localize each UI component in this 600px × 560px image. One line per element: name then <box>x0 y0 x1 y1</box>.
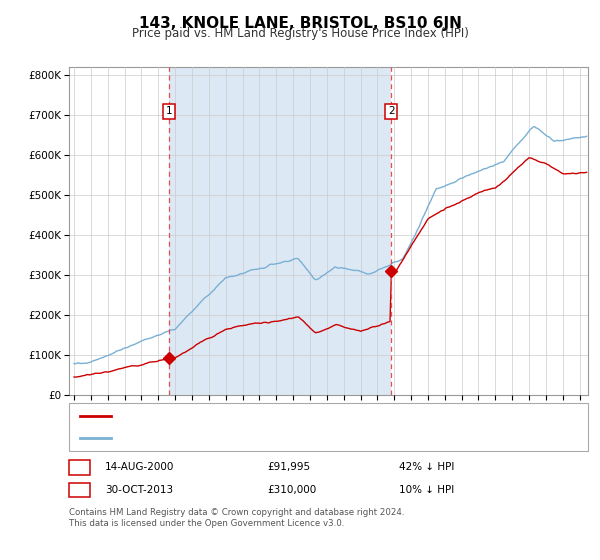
Bar <box>169 67 391 395</box>
Text: 1: 1 <box>76 463 83 472</box>
Text: 10% ↓ HPI: 10% ↓ HPI <box>399 485 454 494</box>
Text: 143, KNOLE LANE, BRISTOL, BS10 6JN (detached house): 143, KNOLE LANE, BRISTOL, BS10 6JN (deta… <box>117 411 409 421</box>
Text: 143, KNOLE LANE, BRISTOL, BS10 6JN: 143, KNOLE LANE, BRISTOL, BS10 6JN <box>139 16 461 31</box>
Text: 2: 2 <box>76 485 83 494</box>
Text: Price paid vs. HM Land Registry's House Price Index (HPI): Price paid vs. HM Land Registry's House … <box>131 27 469 40</box>
Text: 1: 1 <box>166 106 172 116</box>
Text: 2: 2 <box>388 106 395 116</box>
Text: Contains HM Land Registry data © Crown copyright and database right 2024.
This d: Contains HM Land Registry data © Crown c… <box>69 508 404 528</box>
Text: £310,000: £310,000 <box>267 485 316 494</box>
Text: 30-OCT-2013: 30-OCT-2013 <box>105 485 173 494</box>
Text: 14-AUG-2000: 14-AUG-2000 <box>105 463 175 472</box>
Text: HPI: Average price, detached house, City of Bristol: HPI: Average price, detached house, City… <box>117 433 380 443</box>
Text: 42% ↓ HPI: 42% ↓ HPI <box>399 463 454 472</box>
Text: £91,995: £91,995 <box>267 463 310 472</box>
